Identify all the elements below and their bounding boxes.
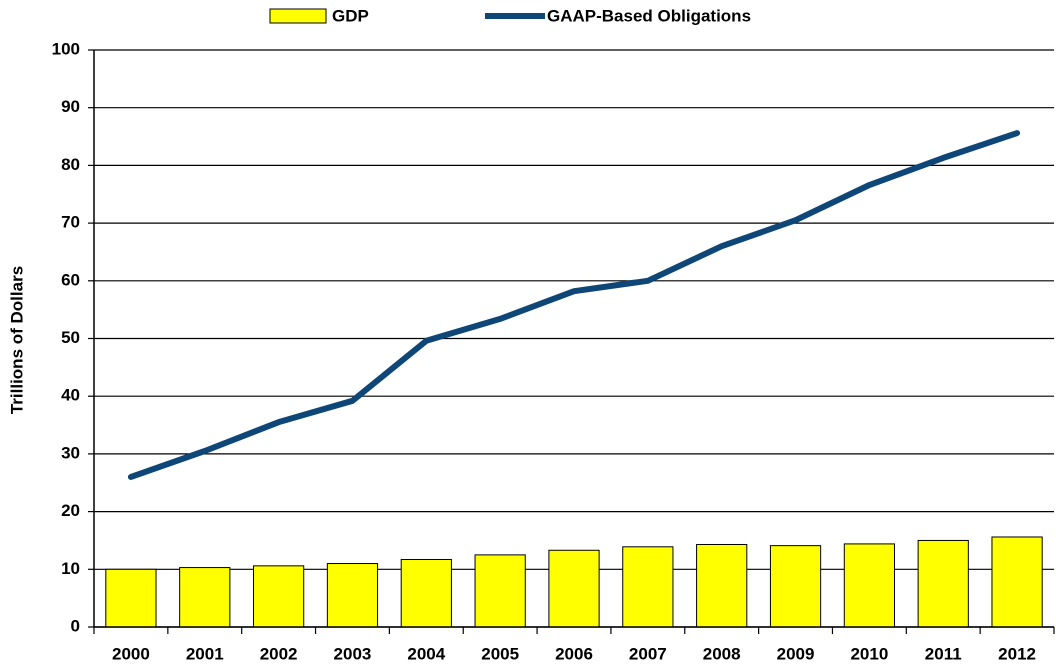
y-tick-label: 0 — [71, 616, 80, 635]
x-tick-label: 2003 — [334, 644, 372, 663]
legend-label: GAAP-Based Obligations — [547, 6, 751, 25]
y-axis-label: Trillions of Dollars — [7, 266, 26, 414]
legend-label: GDP — [332, 6, 369, 25]
x-tick-label: 2006 — [555, 644, 593, 663]
y-tick-label: 70 — [61, 213, 80, 232]
x-tick-label: 2010 — [850, 644, 888, 663]
x-tick-label: 2009 — [777, 644, 815, 663]
bar — [991, 536, 1043, 628]
x-tick-label: 2011 — [925, 644, 962, 663]
y-tick-label: 100 — [52, 39, 80, 58]
y-tick-label: 10 — [61, 559, 80, 578]
x-tick-label: 2007 — [629, 644, 667, 663]
bar — [474, 554, 526, 628]
line — [127, 130, 1021, 480]
x-tick-label: 2004 — [407, 644, 445, 663]
y-tick-label: 30 — [61, 443, 80, 462]
x-tick-label: 2000 — [112, 644, 150, 663]
bar — [769, 545, 822, 628]
x-tick-label: 2001 — [186, 644, 224, 663]
bar — [400, 558, 452, 628]
bar — [622, 546, 674, 628]
x-tick-label: 2005 — [481, 644, 519, 663]
y-tick-label: 20 — [61, 501, 80, 520]
y-tick-label: 50 — [61, 328, 80, 347]
bar — [548, 549, 600, 628]
x-tick-label: 2012 — [998, 644, 1036, 663]
y-tick-label: 60 — [61, 270, 80, 289]
x-tick-label: 2002 — [260, 644, 298, 663]
y-tick-label: 40 — [61, 386, 80, 405]
bar — [105, 568, 157, 628]
bar — [843, 543, 895, 628]
y-tick-label: 80 — [61, 155, 80, 174]
legend-swatch — [269, 8, 327, 24]
bar — [326, 563, 379, 628]
y-tick-label: 90 — [61, 97, 80, 116]
bar — [917, 539, 969, 628]
bar — [696, 543, 748, 628]
bar — [253, 565, 305, 628]
x-tick-label: 2008 — [703, 644, 741, 663]
bar — [179, 567, 231, 628]
